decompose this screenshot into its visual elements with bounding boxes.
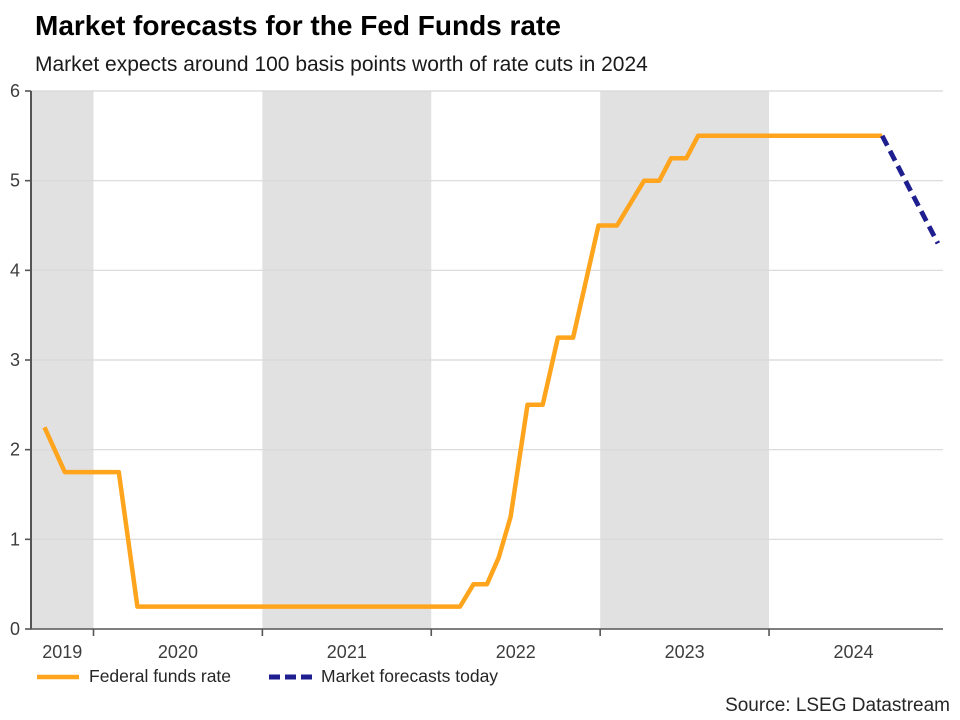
legend-item-market-forecasts: Market forecasts today: [268, 666, 498, 687]
y-tick-label: 2: [10, 440, 20, 460]
y-tick-label: 3: [10, 350, 20, 370]
x-tick-label: 2019: [42, 642, 82, 662]
solid-line-swatch-icon: [37, 674, 79, 679]
x-tick-label: 2022: [496, 642, 536, 662]
legend-label-market-forecasts: Market forecasts today: [321, 666, 499, 686]
gridlines: [31, 90, 943, 540]
federal-funds-rate-line: [42, 133, 883, 609]
chart-title: Market forecasts for the Fed Funds rate: [35, 10, 561, 41]
y-tick-label: 5: [10, 171, 20, 191]
x-tick-label: 2024: [833, 642, 873, 662]
y-tick-label: 0: [10, 619, 20, 639]
dashed-line-swatch-icon: [269, 674, 313, 679]
source-note: Source: LSEG Datastream: [725, 695, 950, 716]
chart-subtitle: Market expects around 100 basis points w…: [35, 53, 648, 76]
market-forecast-line: [880, 134, 941, 245]
y-tick-label: 6: [10, 81, 20, 101]
y-tick-label: 4: [10, 260, 20, 280]
legend-item-federal-funds-rate: Federal funds rate: [36, 666, 231, 687]
y-axis-ticks: 0 1 2 3 4 5 6: [10, 81, 31, 639]
x-axis-ticks: 2019 2020 2021 2022 2023 2024: [42, 629, 874, 662]
x-tick-label: 2020: [158, 642, 198, 662]
chart-legend: Federal funds rate Market forecasts toda…: [36, 666, 498, 687]
y-tick-label: 1: [10, 529, 20, 549]
legend-label-federal-funds-rate: Federal funds rate: [89, 666, 232, 686]
x-tick-label: 2021: [327, 642, 367, 662]
x-tick-label: 2023: [665, 642, 705, 662]
